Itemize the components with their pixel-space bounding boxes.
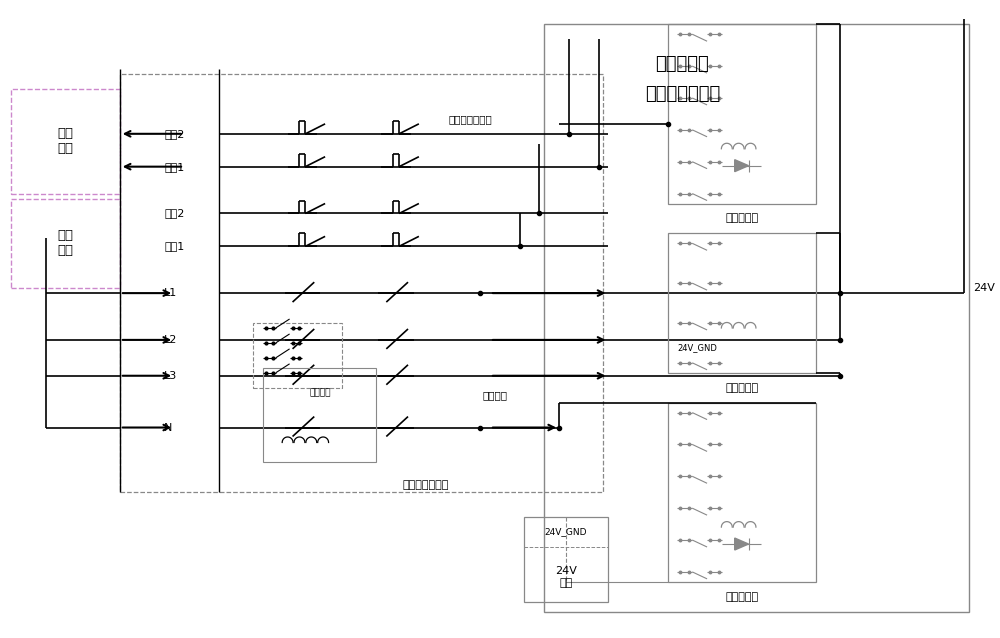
Text: L3: L3 bbox=[164, 371, 177, 381]
Text: 转辙机状态回采: 转辙机状态回采 bbox=[448, 114, 492, 124]
Polygon shape bbox=[735, 538, 749, 550]
Bar bbox=[668, 24, 816, 204]
Text: L1: L1 bbox=[164, 288, 177, 298]
Text: 第三继电器: 第三继电器 bbox=[725, 383, 758, 393]
Bar bbox=[11, 198, 120, 288]
Text: 第二继电器: 第二继电器 bbox=[725, 592, 758, 602]
Bar bbox=[263, 367, 376, 463]
Bar bbox=[253, 323, 342, 388]
Text: 脉冲2: 脉冲2 bbox=[164, 209, 185, 218]
Text: 四线制转辙机板: 四线制转辙机板 bbox=[403, 480, 449, 490]
Text: 状态
采集: 状态 采集 bbox=[58, 127, 74, 155]
Text: 欧标四线制: 欧标四线制 bbox=[656, 55, 709, 73]
Text: 脉冲1: 脉冲1 bbox=[164, 241, 184, 251]
Text: 第一继电器: 第一继电器 bbox=[725, 214, 758, 223]
Text: 转辙机仿真电路: 转辙机仿真电路 bbox=[645, 85, 720, 103]
Bar bbox=[668, 234, 816, 373]
Text: 驱动输出: 驱动输出 bbox=[482, 390, 507, 401]
Bar bbox=[668, 403, 816, 582]
Bar bbox=[544, 24, 969, 612]
Text: 24V: 24V bbox=[974, 283, 995, 293]
Bar bbox=[524, 517, 608, 602]
Text: 电流检测: 电流检测 bbox=[309, 388, 331, 397]
Text: 24V
电源: 24V 电源 bbox=[555, 566, 577, 588]
Bar bbox=[11, 89, 120, 193]
Text: L2: L2 bbox=[164, 335, 178, 345]
Text: 24V_GND: 24V_GND bbox=[545, 528, 587, 537]
Text: 回采2: 回采2 bbox=[164, 129, 185, 139]
Text: 回采1: 回采1 bbox=[164, 161, 184, 172]
Text: N: N bbox=[164, 422, 173, 433]
Text: 24V_GND: 24V_GND bbox=[677, 343, 717, 352]
Bar bbox=[120, 74, 603, 493]
Text: 动态
脉冲: 动态 脉冲 bbox=[58, 229, 74, 257]
Polygon shape bbox=[735, 160, 749, 172]
